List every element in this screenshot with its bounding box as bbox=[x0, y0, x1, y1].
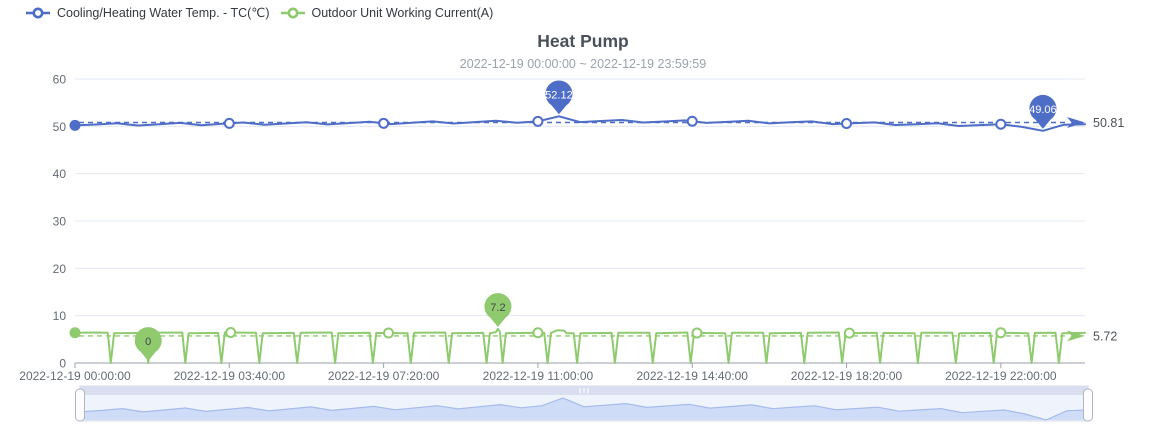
markpoint-pin: 52.12 bbox=[545, 80, 573, 115]
line-series-icon bbox=[26, 7, 50, 19]
markpoint-value-label: 52.12 bbox=[545, 89, 573, 101]
series-point-marker[interactable] bbox=[995, 327, 1007, 339]
y-axis-labels: 0 10 20 30 40 50 60 bbox=[53, 73, 67, 371]
markpoint-value-label: 7.2 bbox=[490, 302, 505, 314]
datazoom-shadow-area bbox=[80, 398, 1088, 420]
series-point-marker[interactable] bbox=[383, 327, 395, 339]
svg-text:2022-12-19 03:40:00: 2022-12-19 03:40:00 bbox=[174, 369, 286, 383]
chart-title: Heat Pump bbox=[537, 31, 629, 51]
markpoint-value-label: 0 bbox=[145, 336, 151, 348]
series-start-dot bbox=[69, 327, 81, 339]
markpoint-pin: 0 bbox=[134, 327, 162, 361]
series-point-marker[interactable] bbox=[995, 118, 1007, 130]
series-water-temp[interactable]: 50.81 52.12 49.06 bbox=[69, 80, 1125, 132]
legend-item-water-temp[interactable]: Cooling/Heating Water Temp. - TC(℃) bbox=[25, 5, 270, 21]
legend-label-water-temp: Cooling/Heating Water Temp. - TC(℃) bbox=[57, 6, 270, 20]
average-value-label: 5.72 bbox=[1093, 329, 1117, 343]
series-point-marker[interactable] bbox=[686, 115, 698, 127]
series-point-marker[interactable] bbox=[841, 118, 853, 130]
svg-text:60: 60 bbox=[53, 73, 67, 87]
datazoom-handle-right[interactable] bbox=[1083, 388, 1093, 422]
svg-text:10: 10 bbox=[53, 309, 67, 323]
series-point-marker[interactable] bbox=[691, 327, 703, 339]
svg-text:50: 50 bbox=[53, 120, 67, 134]
series-line[interactable] bbox=[74, 115, 1086, 132]
svg-text:2022-12-19 14:40:00: 2022-12-19 14:40:00 bbox=[637, 369, 749, 383]
series-working-current[interactable]: 5.72 0 7.2 bbox=[69, 293, 1118, 364]
datazoom-slider[interactable] bbox=[75, 385, 1093, 422]
series-line[interactable] bbox=[74, 327, 1086, 364]
x-axis: 2022-12-19 00:00:00 2022-12-19 03:40:00 20… bbox=[19, 362, 1085, 383]
svg-text:2022-12-19 22:00:00: 2022-12-19 22:00:00 bbox=[945, 369, 1057, 383]
svg-text:0: 0 bbox=[59, 357, 66, 371]
series-point-marker[interactable] bbox=[843, 327, 855, 339]
datazoom-shadow-line bbox=[79, 397, 1089, 421]
svg-text:2022-12-19 11:00:00: 2022-12-19 11:00:00 bbox=[483, 369, 594, 383]
svg-text:2022-12-19 18:20:00: 2022-12-19 18:20:00 bbox=[791, 369, 903, 383]
series-start-dot bbox=[69, 119, 81, 131]
legend: Cooling/Heating Water Temp. - TC(℃) Outd… bbox=[25, 5, 493, 21]
svg-text:30: 30 bbox=[53, 215, 67, 229]
markpoint-value-label: 49.06 bbox=[1029, 104, 1057, 116]
series-point-marker[interactable] bbox=[225, 327, 237, 339]
grid-lines bbox=[75, 78, 1085, 317]
legend-item-working-current[interactable]: Outdoor Unit Working Current(A) bbox=[280, 5, 494, 21]
svg-text:2022-12-19 00:00:00: 2022-12-19 00:00:00 bbox=[19, 369, 131, 383]
line-series-icon bbox=[280, 7, 305, 19]
svg-text:2022-12-19 07:20:00: 2022-12-19 07:20:00 bbox=[328, 369, 440, 383]
datazoom-handle-left[interactable] bbox=[75, 388, 85, 422]
markpoint-pin: 7.2 bbox=[484, 293, 512, 327]
series-point-marker[interactable] bbox=[223, 117, 235, 129]
markpoint-pin: 49.06 bbox=[1029, 94, 1057, 129]
chart-subtitle: 2022-12-19 00:00:00 ~ 2022-12-19 23:59:5… bbox=[459, 57, 707, 71]
average-value-label: 50.81 bbox=[1093, 116, 1124, 130]
svg-text:40: 40 bbox=[53, 167, 67, 181]
svg-text:20: 20 bbox=[53, 262, 67, 276]
series-point-marker[interactable] bbox=[378, 117, 390, 129]
series-point-marker[interactable] bbox=[532, 115, 544, 127]
legend-label-working-current: Outdoor Unit Working Current(A) bbox=[311, 6, 494, 20]
series-point-marker[interactable] bbox=[532, 327, 544, 339]
